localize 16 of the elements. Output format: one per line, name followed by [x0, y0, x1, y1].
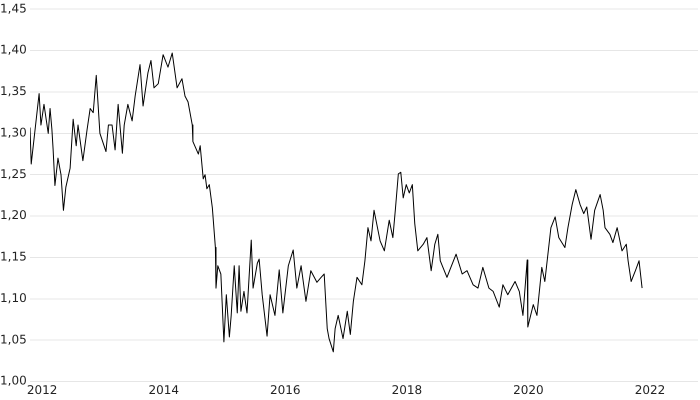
- y-tick-label: 1,35: [0, 84, 27, 98]
- y-tick-label: 1,00: [0, 374, 27, 388]
- x-tick-label: 2018: [392, 382, 422, 397]
- y-tick-label: 1,30: [0, 125, 27, 140]
- y-tick-label: 1,25: [0, 166, 27, 181]
- y-tick-label: 1,20: [0, 208, 27, 222]
- y-tick-label: 1,40: [0, 42, 27, 57]
- x-tick-label: 2014: [148, 382, 179, 397]
- y-tick-label: 1,10: [0, 290, 27, 305]
- x-tick-label: 2012: [26, 382, 58, 397]
- x-tick-label: 2020: [513, 382, 544, 397]
- x-tick-label: 2022: [634, 382, 666, 397]
- x-tick-label: 2016: [270, 382, 301, 397]
- y-tick-label: 1,05: [0, 332, 27, 346]
- y-tick-label: 1,15: [0, 250, 27, 264]
- y-tick-label: 1,45: [0, 1, 27, 16]
